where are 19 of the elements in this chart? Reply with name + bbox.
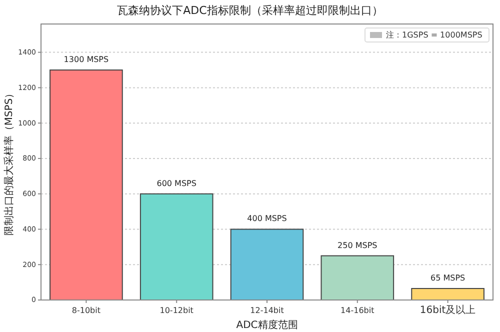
bar <box>140 193 214 300</box>
bar <box>320 255 394 300</box>
bar <box>50 70 123 300</box>
data-label: 65 MSPS <box>430 274 466 282</box>
y-axis-title: 限制出口的最大采样率（MSPS） <box>3 88 15 236</box>
x-tick-label: 12-14bit <box>250 306 284 315</box>
bar <box>230 228 304 300</box>
annotation: 注：1GSPS = 1000MSPS <box>386 30 482 40</box>
bar <box>411 288 484 300</box>
x-axis-title: ADC精度范围 <box>236 319 298 331</box>
x-tick-label: 10-12bit <box>160 306 194 315</box>
x-tick-label: 16bit及以上 <box>420 304 476 316</box>
data-label: 400 MSPS <box>247 214 287 224</box>
data-label: 1300 MSPS <box>64 55 109 64</box>
data-label: 250 MSPS <box>338 240 378 250</box>
x-tick-label: 8-10bit <box>72 306 100 315</box>
chart-title: 瓦森纳协议下ADC指标限制（采样率超过即限制出口） <box>117 4 383 17</box>
data-label: 600 MSPS <box>156 178 196 188</box>
x-tick-label: 14-16bit <box>340 306 374 315</box>
